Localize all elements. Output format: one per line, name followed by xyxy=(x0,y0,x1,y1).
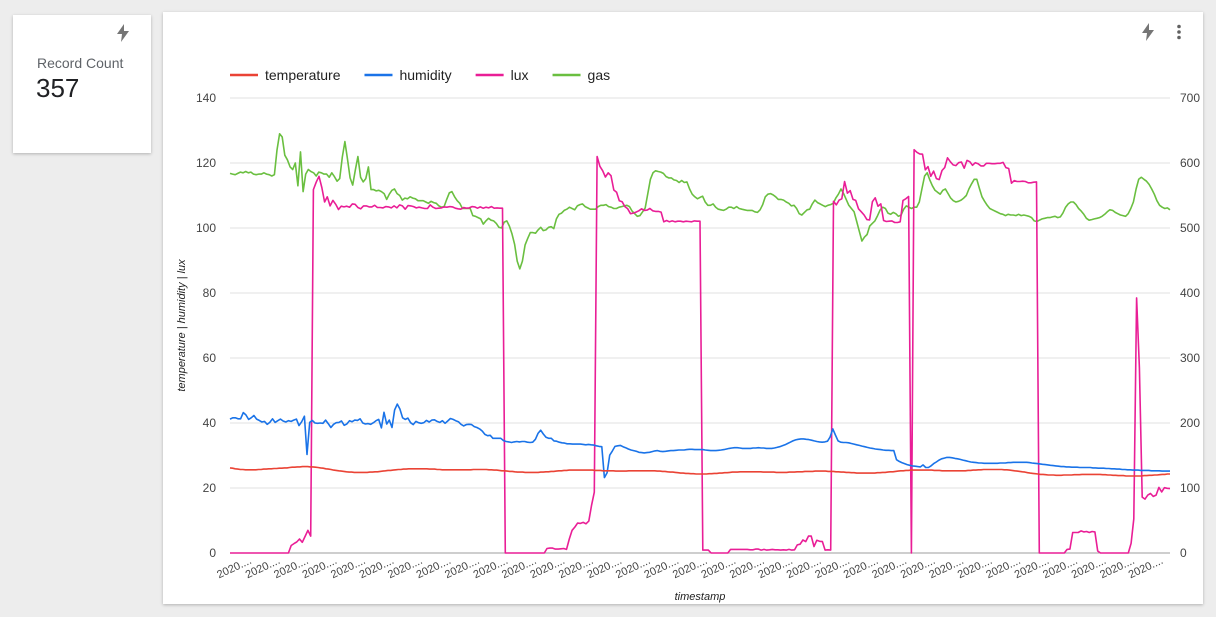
time-series-chart-card[interactable]: 0 20 40 60 80 100 120 140 0 100 200 300 400 500 600 700… xyxy=(163,12,1203,604)
legend-label-humidity: humidity xyxy=(399,67,451,83)
y2-tick-label: 200 xyxy=(1180,416,1200,430)
y-tick-label: 20 xyxy=(203,481,217,495)
y-tick-label: 40 xyxy=(203,416,217,430)
y-tick-label: 80 xyxy=(203,286,217,300)
scorecard-label: Record Count xyxy=(37,55,124,71)
lightning-bolt-icon[interactable] xyxy=(115,23,131,43)
y-tick-label: 0 xyxy=(209,546,216,560)
y2-tick-label: 400 xyxy=(1180,286,1200,300)
y-tick-label: 120 xyxy=(196,156,216,170)
series-line-gas xyxy=(229,133,1171,270)
y2-tick-label: 100 xyxy=(1180,481,1200,495)
record-count-scorecard[interactable]: Record Count 357 xyxy=(13,15,151,153)
y-tick-label: 60 xyxy=(203,351,217,365)
series-line-temperature xyxy=(229,465,1170,477)
y2-tick-label: 700 xyxy=(1180,91,1200,105)
line-chart: 0 20 40 60 80 100 120 140 0 100 200 300 400 500 600 700… xyxy=(176,67,1200,603)
y2-tick-label: 500 xyxy=(1180,221,1200,235)
series-line-lux xyxy=(230,148,1171,554)
y2-tick-label: 600 xyxy=(1180,156,1200,170)
more-vert-icon[interactable] xyxy=(1171,22,1187,42)
legend-label-lux: lux xyxy=(511,67,529,83)
y2-tick-label: 300 xyxy=(1180,351,1200,365)
series-line-humidity xyxy=(229,403,1170,479)
y-axis-title: temperature | humidity | lux xyxy=(176,259,188,392)
lightning-bolt-icon[interactable] xyxy=(1140,22,1156,42)
legend-label-gas: gas xyxy=(588,67,611,83)
legend-label-temperature: temperature xyxy=(265,67,341,83)
scorecard-value: 357 xyxy=(36,73,80,103)
y-tick-label: 140 xyxy=(196,91,216,105)
y2-tick-label: 0 xyxy=(1180,546,1187,560)
y-tick-label: 100 xyxy=(196,221,216,235)
x-axis-title: timestamp xyxy=(675,591,726,603)
